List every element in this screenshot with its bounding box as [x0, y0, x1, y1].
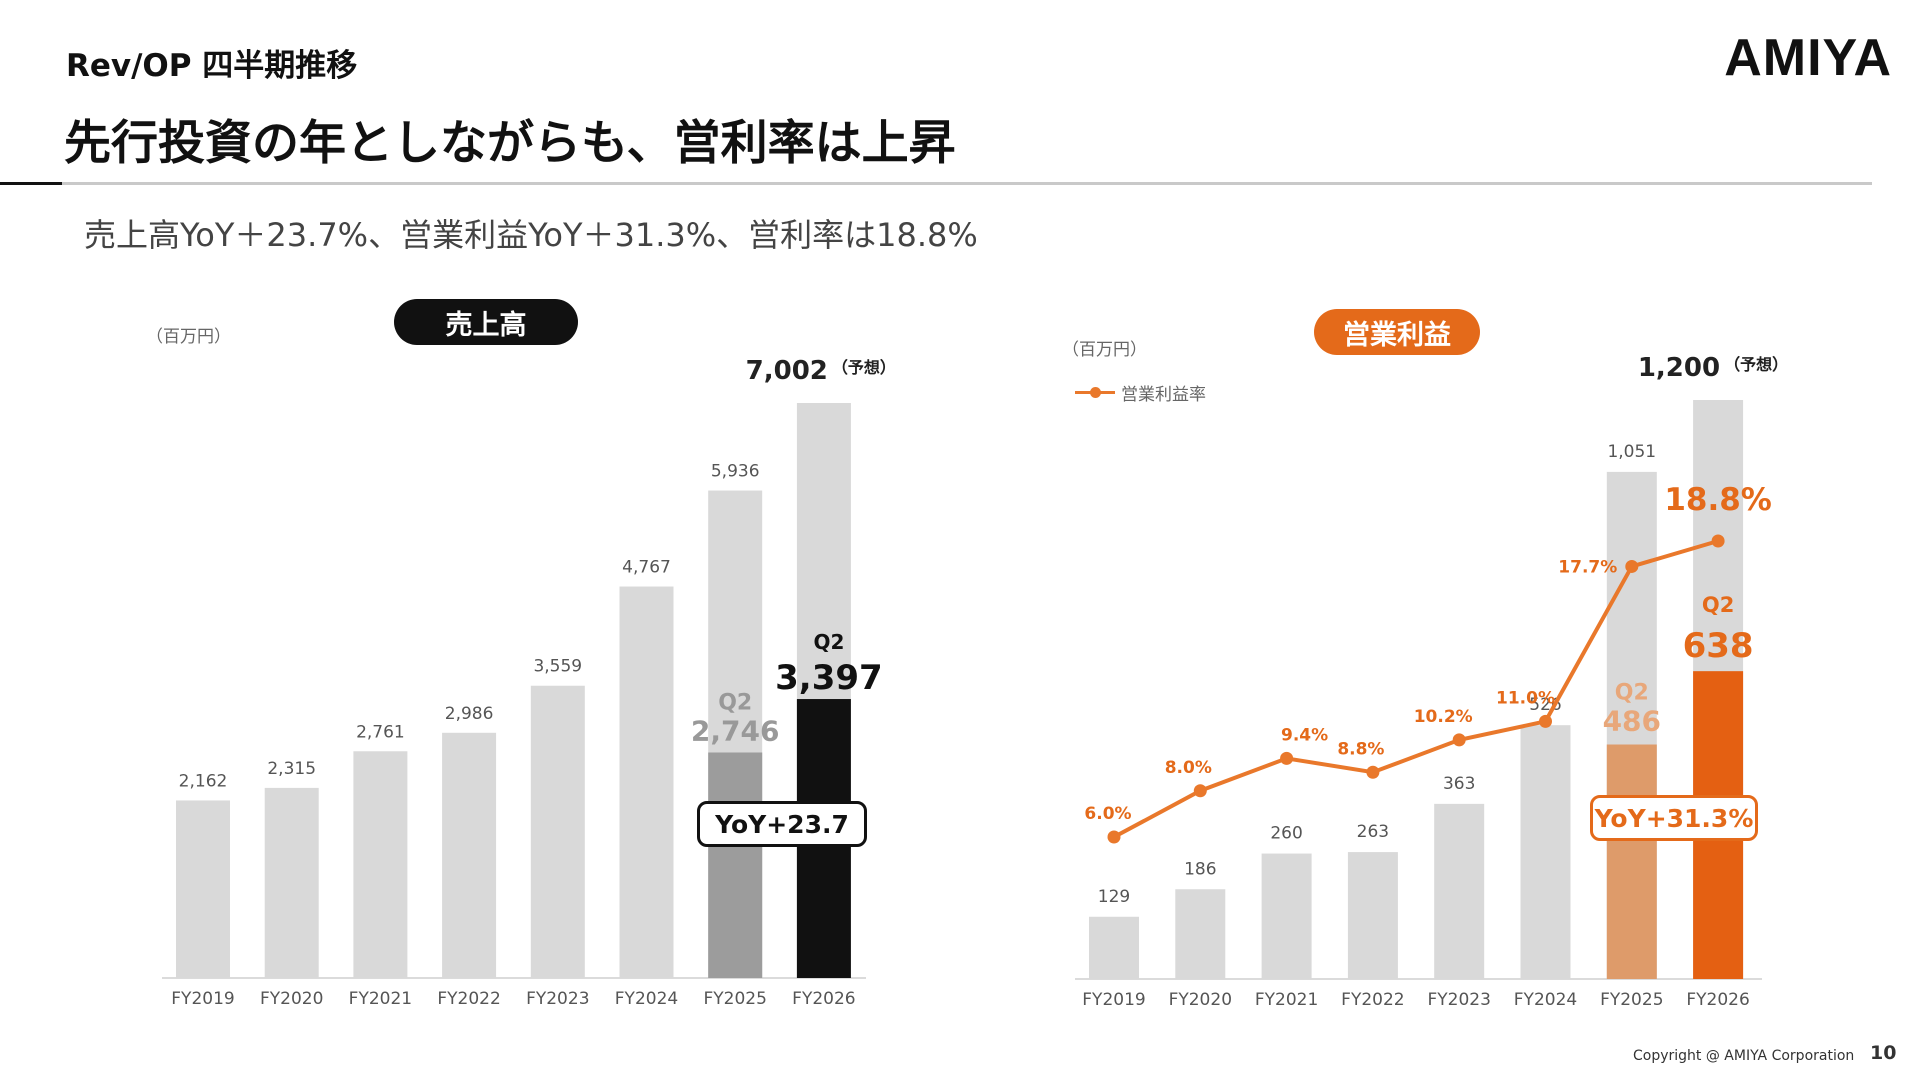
op-margin-line: [1113, 539, 1719, 839]
operating-profit-chart: FY2019 129 FY2020 186 FY2021 260 FY2022 263 FY20…: [1075, 353, 1788, 1010]
op-bar-fy2022: [1347, 852, 1398, 979]
op-q2-value-label: 486: [1603, 705, 1661, 738]
rev-bar-fy2023: [530, 685, 585, 978]
op-margin-label: 18.8%: [1664, 482, 1772, 518]
op-forecast-note: （予想）: [1724, 355, 1788, 374]
op-margin-label: 8.8%: [1337, 739, 1384, 759]
op-margin-label: 17.7%: [1558, 557, 1617, 577]
rev-q2-value-label: 3,397: [775, 658, 883, 698]
rev-value-label: 2,315: [267, 759, 316, 779]
rev-tick-label: FY2022: [437, 989, 500, 1009]
rev-value-label: 5,936: [711, 462, 760, 482]
op-unit-label: （百万円）: [1062, 340, 1147, 360]
rev-value-label: 7,002: [746, 356, 828, 386]
op-q2-tag: Q2: [1702, 593, 1734, 617]
op-margin-point: [1625, 559, 1639, 573]
op-bar-fy2024: [1520, 725, 1571, 979]
op-tick-label: FY2020: [1169, 990, 1232, 1010]
op-tick-label: FY2022: [1341, 990, 1404, 1010]
rev-tick-label: FY2019: [171, 989, 234, 1009]
op-margin-legend: 営業利益率: [1075, 380, 1206, 405]
op-margin-label: 8.0%: [1165, 758, 1212, 778]
op-margin-point: [1711, 534, 1725, 548]
op-value-label: 186: [1184, 859, 1216, 879]
page-number: 10: [1870, 1042, 1897, 1064]
revenue-chart: FY2019 2,162 FY2020 2,315 FY2021 2,761 FY2022 2…: [162, 356, 896, 1009]
op-yoy-badge: YoY+31.3%: [1590, 795, 1758, 841]
revenue-chart-title: 売上高: [394, 299, 578, 345]
op-tick-label: FY2024: [1514, 990, 1577, 1010]
op-tick-label: FY2019: [1082, 990, 1145, 1010]
op-margin-point: [1452, 733, 1466, 747]
op-value-label: 129: [1098, 887, 1130, 907]
op-tick-label: FY2021: [1255, 990, 1318, 1010]
rev-bar-fy2024: [619, 586, 674, 978]
legend-line-marker: [1075, 387, 1115, 398]
op-value-label: 363: [1443, 774, 1475, 794]
section-label: Rev/OP 四半期推移: [66, 48, 358, 84]
summary-text: 売上高YoY＋23.7%、営業利益YoY＋31.3%、営利率は18.8%: [84, 216, 978, 254]
op-margin-point: [1107, 830, 1121, 844]
op-q2-value-label: 638: [1683, 626, 1754, 666]
op-tick-label: FY2023: [1427, 990, 1490, 1010]
rev-value-label: 2,986: [445, 704, 494, 724]
rev-value-label: 3,559: [533, 657, 582, 677]
rev-tick-label: FY2026: [792, 989, 855, 1009]
revenue-yoy-badge: YoY+23.7: [697, 801, 867, 847]
rev-tick-label: FY2023: [526, 989, 589, 1009]
op-margin-point: [1366, 765, 1380, 779]
rev-forecast-note: （予想）: [832, 358, 896, 377]
op-chart-title: 営業利益: [1314, 309, 1480, 355]
rev-q2-tag: Q2: [813, 630, 844, 654]
op-q2-bar-fy2025: [1606, 744, 1657, 979]
op-bar-fy2020: [1175, 889, 1226, 979]
op-margin-point: [1539, 714, 1552, 728]
rev-bar-fy2020: [264, 787, 319, 978]
op-bar-fy2023: [1434, 803, 1485, 979]
revenue-unit-label: （百万円）: [146, 327, 231, 347]
company-logo: AMIYA: [1724, 29, 1892, 87]
rev-value-label: 4,767: [622, 558, 671, 578]
rev-q2-value-label: 2,746: [691, 715, 780, 748]
op-margin-label: 6.0%: [1084, 804, 1131, 824]
op-value-label: 260: [1270, 824, 1302, 844]
op-margin-point: [1280, 751, 1294, 765]
op-bar-fy2021: [1261, 853, 1312, 979]
rev-tick-label: FY2021: [349, 989, 412, 1009]
header-divider: [62, 182, 1872, 185]
op-value-label: 1,051: [1607, 442, 1656, 462]
rev-bar-fy2021: [353, 751, 408, 978]
op-value-label: 1,200: [1638, 353, 1720, 383]
rev-value-label: 2,162: [179, 771, 228, 791]
op-margin-point: [1193, 784, 1207, 798]
op-margin-label: 9.4%: [1281, 725, 1328, 745]
header-divider-accent: [0, 182, 62, 185]
rev-value-label: 2,761: [356, 722, 405, 742]
rev-tick-label: FY2024: [615, 989, 678, 1009]
copyright-text: Copyright @ AMIYA Corporation: [1633, 1048, 1855, 1064]
rev-bar-fy2019: [176, 800, 230, 978]
rev-tick-label: FY2025: [703, 989, 766, 1009]
op-tick-label: FY2025: [1600, 990, 1663, 1010]
op-value-label: 263: [1357, 822, 1389, 842]
page-headline: 先行投資の年としながらも、営利率は上昇: [64, 116, 956, 171]
rev-q2-bar-fy2025: [708, 752, 763, 978]
op-q2-tag: Q2: [1615, 681, 1649, 706]
op-bar-fy2019: [1089, 916, 1139, 979]
rev-q2-tag: Q2: [718, 691, 752, 716]
rev-tick-label: FY2020: [260, 989, 323, 1009]
legend-label: 営業利益率: [1121, 385, 1206, 405]
rev-bar-fy2022: [442, 732, 497, 978]
op-tick-label: FY2026: [1686, 990, 1749, 1010]
op-margin-label: 10.2%: [1414, 707, 1473, 727]
op-margin-label: 11.0%: [1496, 688, 1555, 708]
